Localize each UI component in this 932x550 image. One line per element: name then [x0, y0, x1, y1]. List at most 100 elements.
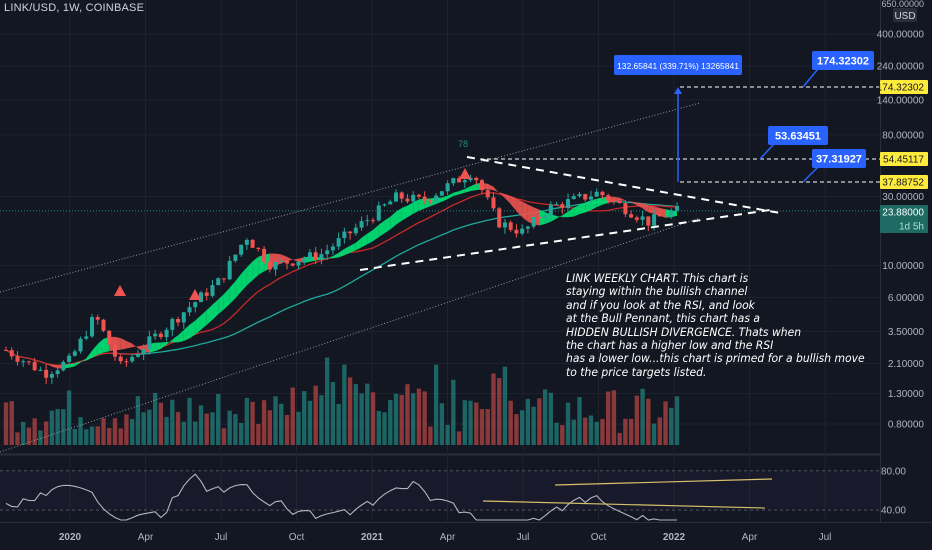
price-label-box [880, 152, 928, 166]
ribbon-segment [126, 341, 133, 349]
volume-bar [382, 412, 387, 445]
volume-bar [101, 418, 106, 445]
volume-bar [147, 409, 152, 445]
candle-body [216, 278, 221, 286]
volume-bar [302, 391, 307, 445]
volume-bar [640, 388, 645, 445]
candle-body [239, 244, 244, 255]
candle-body [422, 196, 427, 201]
time-tick: Oct [289, 532, 305, 543]
ribbon-segment [619, 197, 626, 201]
ribbon-segment [223, 287, 230, 310]
ribbon-segment [51, 364, 58, 369]
candle-body [571, 196, 576, 200]
ribbon-segment [390, 211, 396, 230]
volume-bar [370, 392, 376, 445]
candle-body [84, 336, 89, 339]
candle-body [451, 178, 456, 184]
ribbon-segment [401, 205, 408, 221]
volume-bar [428, 426, 433, 445]
volume-bar [560, 425, 565, 445]
volume-bar [267, 410, 272, 445]
ribbon-segment [636, 202, 643, 209]
ribbon-segment [155, 342, 161, 352]
volume-bar [623, 418, 628, 445]
volume-bar [152, 392, 158, 445]
price-tick: 1.30000 [888, 389, 925, 400]
volume-bar [514, 414, 519, 445]
volume-bar [554, 422, 559, 445]
candle-body [583, 194, 588, 200]
ribbon-segment [195, 315, 201, 335]
price-tick: 400.00000 [877, 30, 925, 41]
ribbon-segment [86, 350, 92, 361]
candle-body [244, 239, 249, 245]
volume-bar [479, 409, 485, 445]
price-scale[interactable]: 650.00000 USD 400.00000 240.00000 140.00000 8… [877, 0, 932, 550]
volume-bar [611, 390, 617, 445]
ribbon-segment [378, 220, 385, 238]
volume-bar [9, 401, 14, 445]
volume-bar [158, 402, 164, 445]
ribbon-segment [212, 299, 219, 320]
candle-body [112, 344, 117, 357]
candle-body [118, 356, 123, 362]
volume-bar [84, 429, 89, 445]
volume-bar [600, 418, 605, 445]
ribbon-segment [74, 361, 81, 367]
ribbon-segment [556, 215, 563, 219]
candle-body [606, 195, 611, 201]
volume-bar [296, 411, 301, 445]
candle-body [210, 285, 215, 296]
volume-bar [525, 398, 531, 445]
candle-body [657, 214, 662, 217]
ribbon-segment [504, 194, 511, 205]
candle-body [577, 194, 582, 197]
volume-bar [451, 379, 456, 445]
candle-body [348, 231, 353, 234]
ribbon-segment [516, 198, 523, 218]
candle-body [468, 177, 473, 181]
volume-bar [519, 410, 525, 445]
price-tick: 2.10000 [888, 359, 925, 370]
ribbon-segment [344, 245, 351, 256]
volume-bar [456, 431, 462, 445]
price-targets[interactable]: 132.65841 (339.71%) 13265841 174.32302 53.… [480, 51, 880, 183]
ribbon-segment [487, 183, 494, 191]
candle-body [135, 354, 140, 357]
volume-bar [353, 384, 359, 445]
volume-bar [445, 424, 450, 445]
volume-bar [399, 395, 404, 445]
volume-bar [606, 391, 611, 445]
ribbon-segment [585, 200, 591, 213]
ribbon-segment [189, 320, 196, 339]
note-line: to the price targets listed. [566, 364, 707, 379]
ribbon-segment [642, 203, 649, 213]
volume-bar [26, 427, 32, 445]
ribbon-segment [252, 256, 259, 281]
ribbon-segment [241, 267, 247, 292]
currency-label: USD [894, 11, 915, 22]
candle-body [663, 216, 668, 218]
target-callout-box [768, 126, 828, 145]
candle-body [141, 349, 146, 355]
volume-bar [210, 412, 215, 445]
ribbon-segment [132, 343, 138, 349]
ribbon-segment [550, 214, 557, 222]
candle-body [388, 201, 393, 205]
candle-body [307, 252, 312, 259]
time-axis[interactable]: 2020 Apr Jul Oct 2021 Apr Jul Oct 2022 Apr Jul [0, 522, 932, 544]
candle-body [176, 318, 181, 323]
ribbon-segment [229, 281, 236, 304]
volume-bar [388, 400, 393, 445]
candles: 78 [3, 139, 680, 385]
candle-body [623, 203, 628, 215]
candle-body [462, 180, 467, 183]
note-line: at the Bull Pennant, this chart has a [566, 311, 761, 326]
volume-bar [330, 381, 336, 445]
ribbon-segment [418, 198, 425, 211]
volume-bar [307, 400, 313, 445]
volume-bar [617, 432, 622, 445]
candle-body [313, 252, 318, 260]
